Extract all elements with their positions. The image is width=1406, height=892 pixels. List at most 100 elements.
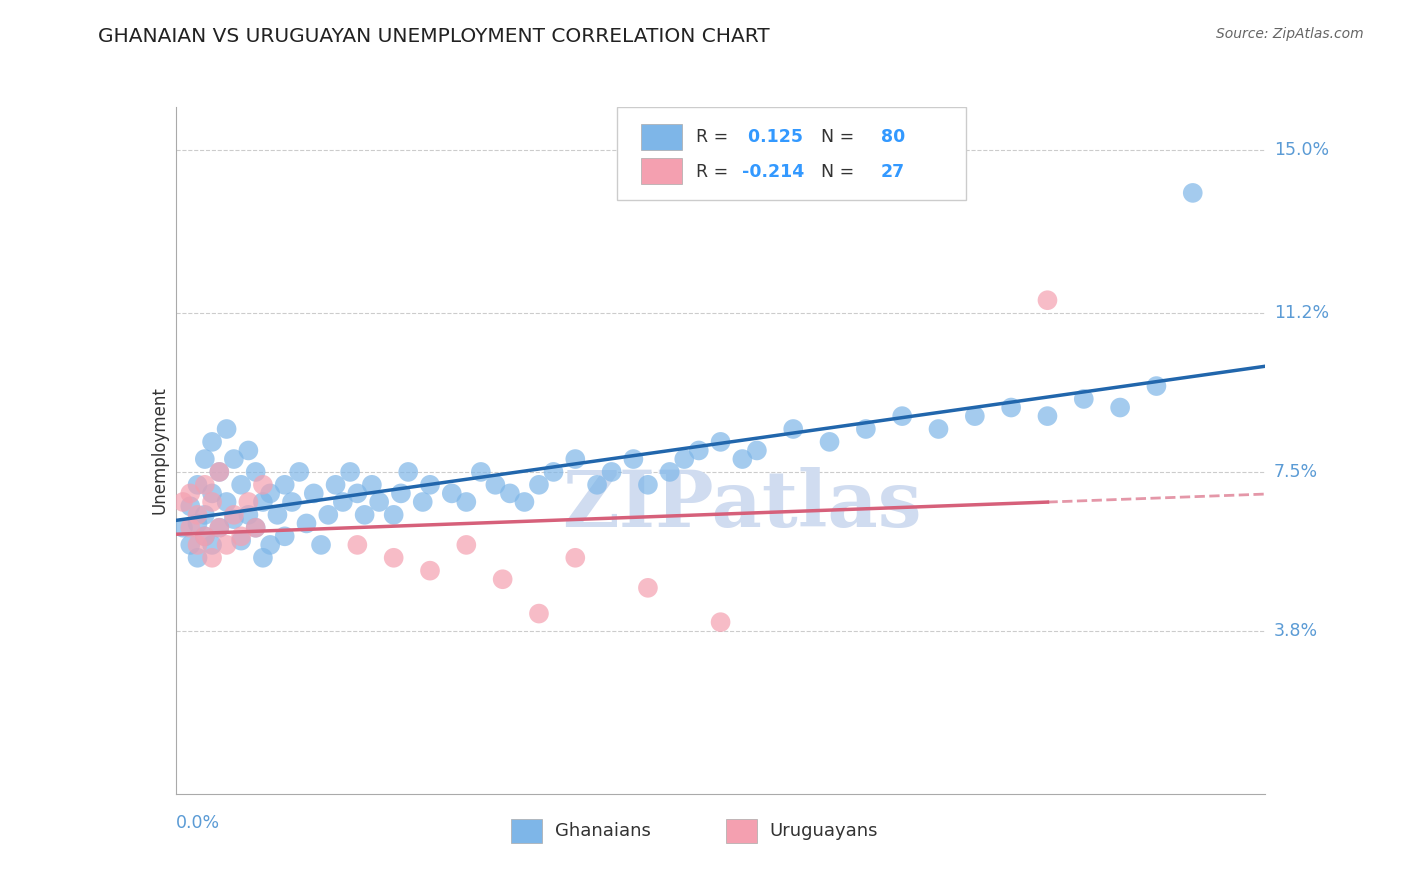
Point bbox=[201, 434, 224, 449]
Point bbox=[368, 495, 391, 509]
Point bbox=[499, 486, 522, 500]
Point bbox=[658, 465, 681, 479]
Y-axis label: Unemployment: Unemployment bbox=[150, 386, 169, 515]
FancyBboxPatch shape bbox=[641, 158, 682, 184]
Point bbox=[179, 521, 201, 535]
Point bbox=[710, 615, 733, 630]
Point bbox=[222, 452, 245, 467]
Point bbox=[782, 422, 804, 436]
FancyBboxPatch shape bbox=[512, 819, 541, 843]
Point bbox=[382, 508, 405, 522]
Point bbox=[274, 529, 297, 543]
FancyBboxPatch shape bbox=[617, 107, 966, 200]
Point bbox=[470, 465, 492, 479]
Text: 80: 80 bbox=[880, 128, 905, 146]
Point bbox=[179, 500, 201, 514]
Point bbox=[346, 486, 368, 500]
Point bbox=[201, 495, 224, 509]
Point bbox=[688, 443, 710, 458]
Point bbox=[231, 529, 253, 543]
Point bbox=[382, 550, 405, 565]
Point bbox=[389, 486, 412, 500]
Text: -0.214: -0.214 bbox=[742, 162, 804, 180]
Text: 3.8%: 3.8% bbox=[1274, 622, 1317, 640]
Point bbox=[963, 409, 986, 424]
Point bbox=[527, 607, 550, 621]
Point bbox=[318, 508, 340, 522]
Point bbox=[245, 521, 267, 535]
Point bbox=[266, 508, 288, 522]
Point bbox=[621, 452, 644, 467]
Point bbox=[1181, 186, 1204, 200]
Point bbox=[346, 538, 368, 552]
Point bbox=[281, 495, 304, 509]
Point bbox=[586, 478, 609, 492]
Point bbox=[238, 443, 260, 458]
Point bbox=[360, 478, 382, 492]
Point bbox=[1036, 409, 1059, 424]
Point bbox=[1146, 379, 1168, 393]
Text: 7.5%: 7.5% bbox=[1274, 463, 1317, 481]
Point bbox=[1109, 401, 1132, 415]
Text: 15.0%: 15.0% bbox=[1274, 141, 1329, 159]
Point bbox=[1036, 293, 1059, 308]
Point bbox=[186, 478, 209, 492]
Text: R =: R = bbox=[696, 162, 734, 180]
Text: GHANAIAN VS URUGUAYAN UNEMPLOYMENT CORRELATION CHART: GHANAIAN VS URUGUAYAN UNEMPLOYMENT CORRE… bbox=[98, 27, 770, 45]
Point bbox=[419, 564, 441, 578]
Point bbox=[855, 422, 877, 436]
Point bbox=[745, 443, 768, 458]
Text: N =: N = bbox=[810, 128, 859, 146]
Point bbox=[891, 409, 914, 424]
Point bbox=[194, 529, 217, 543]
Point bbox=[274, 478, 297, 492]
Point bbox=[456, 495, 478, 509]
Point bbox=[186, 538, 209, 552]
Point bbox=[172, 495, 194, 509]
Point bbox=[179, 486, 201, 500]
Point bbox=[245, 465, 267, 479]
Text: R =: R = bbox=[696, 128, 734, 146]
Point bbox=[172, 521, 194, 535]
Text: N =: N = bbox=[810, 162, 859, 180]
Text: ZIPatlas: ZIPatlas bbox=[562, 467, 922, 543]
Point bbox=[208, 465, 231, 479]
Point bbox=[259, 486, 281, 500]
Point bbox=[731, 452, 754, 467]
Point bbox=[194, 478, 217, 492]
Point bbox=[215, 495, 238, 509]
Point bbox=[637, 581, 659, 595]
Point bbox=[419, 478, 441, 492]
Point bbox=[231, 478, 253, 492]
Text: 27: 27 bbox=[880, 162, 905, 180]
Text: Uruguayans: Uruguayans bbox=[769, 822, 879, 840]
Point bbox=[492, 572, 515, 586]
Point bbox=[238, 495, 260, 509]
Point bbox=[201, 538, 224, 552]
FancyBboxPatch shape bbox=[725, 819, 756, 843]
Point bbox=[208, 521, 231, 535]
Point bbox=[325, 478, 347, 492]
Point bbox=[288, 465, 311, 479]
Point bbox=[222, 508, 245, 522]
Point bbox=[710, 434, 733, 449]
Point bbox=[179, 538, 201, 552]
Point bbox=[818, 434, 841, 449]
Point bbox=[252, 495, 274, 509]
Point bbox=[201, 550, 224, 565]
Point bbox=[673, 452, 696, 467]
Point bbox=[208, 521, 231, 535]
Point bbox=[194, 508, 217, 522]
Point bbox=[208, 465, 231, 479]
Point bbox=[186, 508, 209, 522]
Point bbox=[252, 478, 274, 492]
Point bbox=[295, 516, 318, 531]
Text: 0.0%: 0.0% bbox=[176, 814, 219, 832]
Point bbox=[215, 422, 238, 436]
Point bbox=[543, 465, 565, 479]
Text: Ghanaians: Ghanaians bbox=[555, 822, 651, 840]
Point bbox=[396, 465, 419, 479]
FancyBboxPatch shape bbox=[641, 124, 682, 151]
Point bbox=[231, 533, 253, 548]
Point bbox=[928, 422, 950, 436]
